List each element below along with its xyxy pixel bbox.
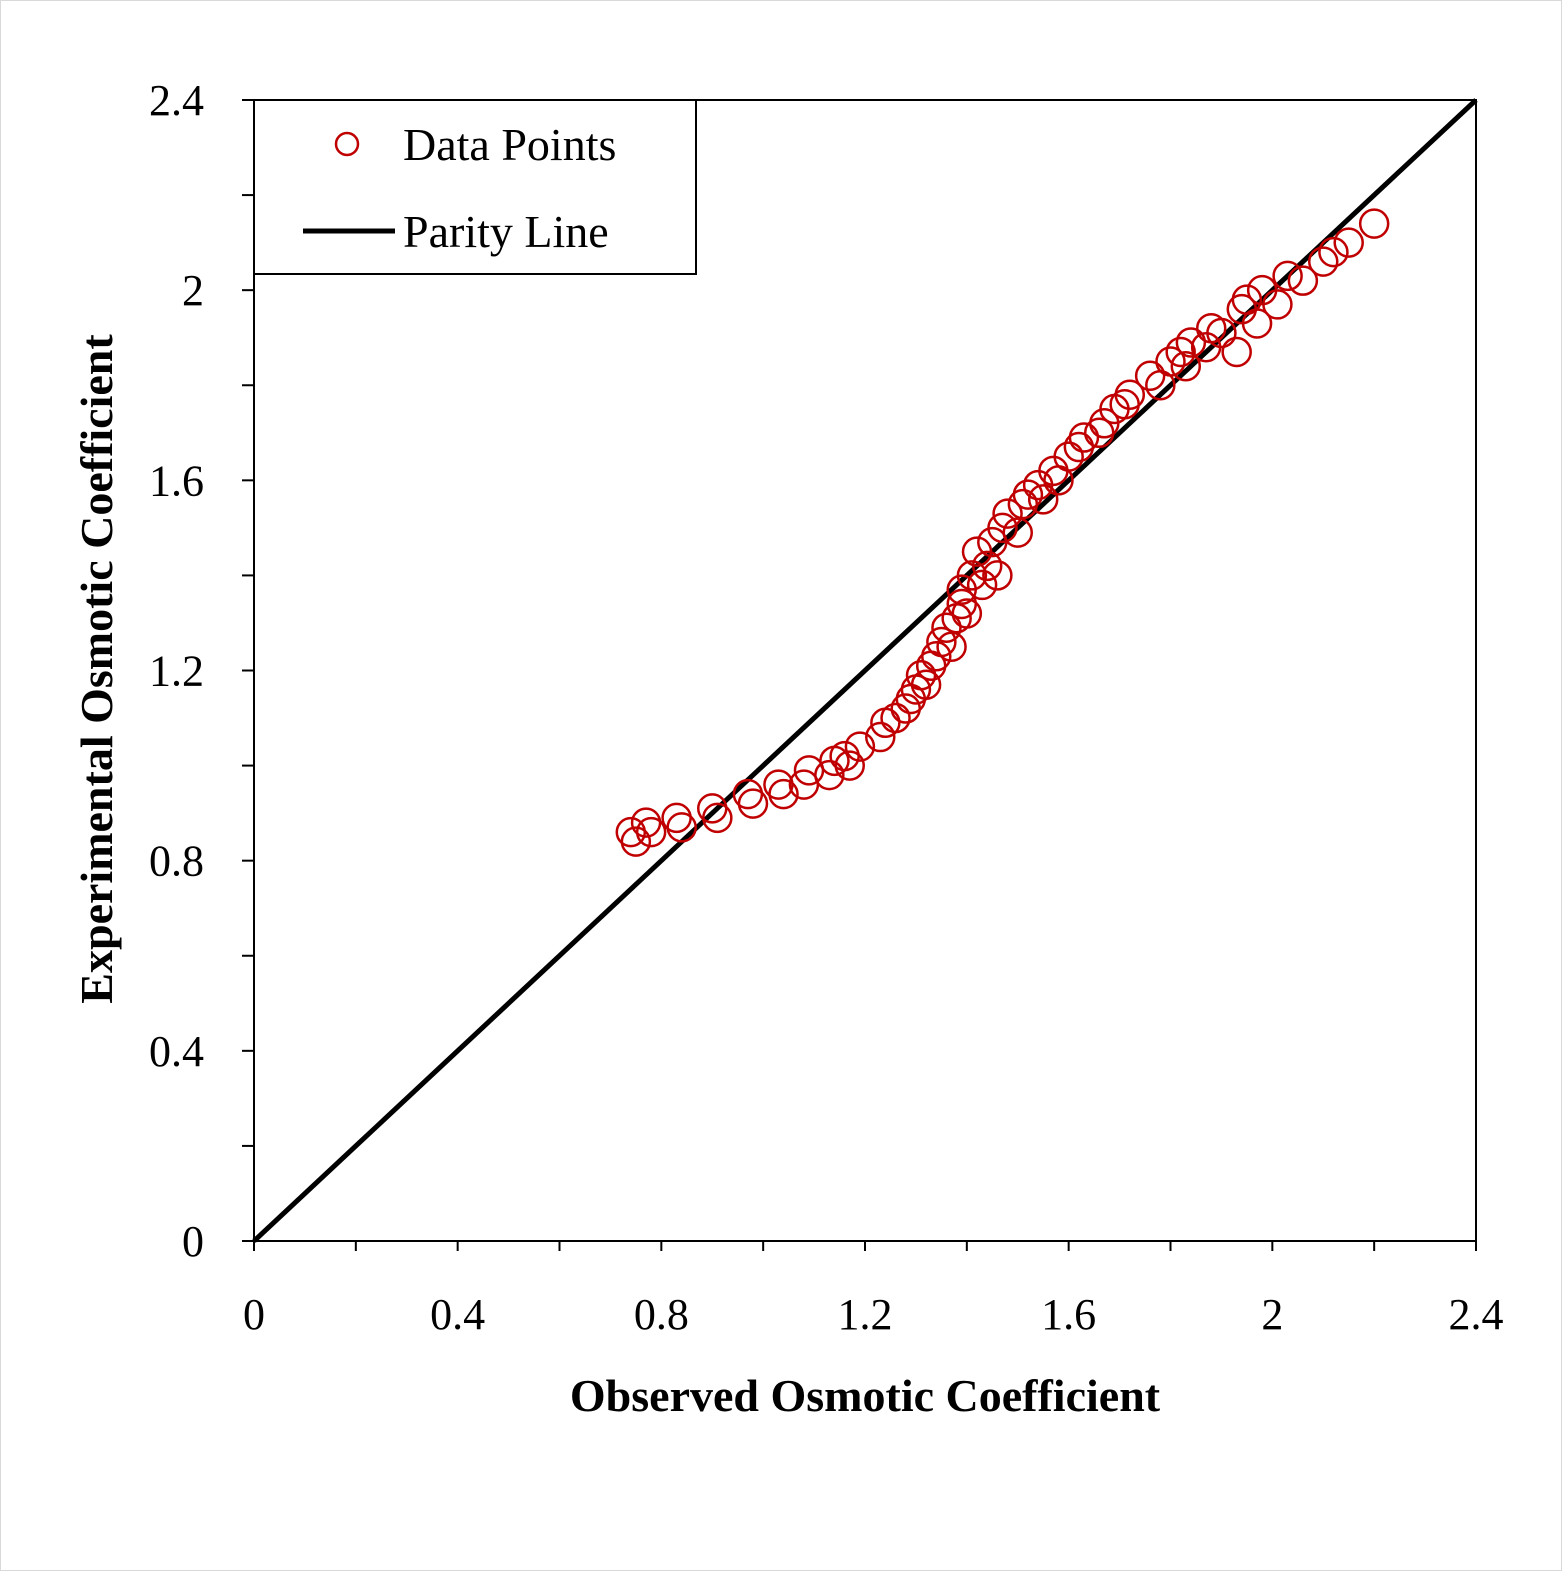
data-point: [1175, 327, 1207, 358]
data-point: [971, 550, 1003, 582]
data-point: [992, 498, 1023, 529]
y-tick-label: 0: [182, 1217, 204, 1266]
data-point: [1272, 260, 1303, 292]
legend-label-parity-line: Parity Line: [403, 206, 609, 257]
y-tick-label: 1.2: [149, 647, 204, 696]
data-point: [1170, 350, 1202, 382]
x-axis-title: Observed Osmotic Coefficient: [570, 1370, 1161, 1421]
x-tick-label: 2: [1261, 1290, 1283, 1339]
data-point: [1318, 236, 1349, 268]
data-point: [1114, 379, 1146, 411]
data-point: [982, 560, 1013, 591]
data-layer: [252, 98, 1478, 1243]
x-tick-label: 1.2: [838, 1290, 893, 1339]
y-tick-label: 0.8: [149, 837, 204, 886]
data-point: [1012, 479, 1044, 510]
y-axis-title: Experimental Osmotic Coefficient: [71, 334, 122, 1004]
data-point: [1190, 331, 1222, 363]
data-point: [880, 702, 911, 734]
y-tick-label: 2.4: [149, 76, 204, 125]
data-point: [1241, 308, 1273, 339]
x-tick-label: 0.8: [634, 1290, 689, 1339]
data-point: [1155, 346, 1186, 377]
data-point: [1002, 517, 1033, 548]
data-point: [620, 826, 652, 857]
legend-label-data-points: Data Points: [403, 119, 616, 170]
data-point: [1068, 422, 1100, 453]
data-point: [865, 721, 896, 753]
data-point: [844, 731, 876, 762]
legend: Data Points Parity Line: [253, 99, 697, 275]
data-point: [635, 816, 667, 848]
data-point: [1287, 265, 1319, 296]
data-point: [1358, 208, 1390, 239]
data-point: [956, 560, 988, 591]
x-tick-label: 0.4: [430, 1290, 485, 1339]
ticks-layer: 0 0.4 0.8 1.2 1.6 2 2.4 0 0.4 0.8 1.2 1.6 2 2.4: [149, 76, 1504, 1339]
data-point: [1053, 441, 1084, 472]
data-point: [987, 512, 1018, 544]
x-tick-label: 1.6: [1041, 1290, 1096, 1339]
data-point: [910, 669, 942, 701]
data-point: [1333, 227, 1364, 258]
data-point: [1134, 360, 1166, 391]
y-tick-label: 1.6: [149, 456, 204, 505]
data-point: [1206, 317, 1237, 349]
legend-box: [253, 99, 697, 275]
data-point: [1165, 336, 1196, 368]
data-point: [1308, 246, 1339, 277]
data-point: [737, 788, 769, 819]
data-point: [768, 778, 799, 810]
data-point: [966, 569, 998, 601]
data-point: [931, 612, 962, 643]
data-point: [1221, 336, 1252, 368]
y-tick-label: 2: [182, 266, 204, 315]
x-tick-label: 2.4: [1449, 1290, 1504, 1339]
y-tick-label: 0.4: [149, 1027, 204, 1076]
x-tick-label: 0: [243, 1290, 265, 1339]
data-point: [1027, 484, 1059, 515]
data-point: [951, 598, 983, 629]
data-point: [834, 750, 865, 781]
data-point: [702, 802, 733, 834]
data-point: [666, 812, 697, 843]
data-point: [814, 759, 845, 791]
data-point: [1262, 289, 1293, 320]
data-point: [921, 640, 952, 672]
legend-marker-data-points: [334, 131, 360, 157]
data-point: [936, 631, 967, 662]
